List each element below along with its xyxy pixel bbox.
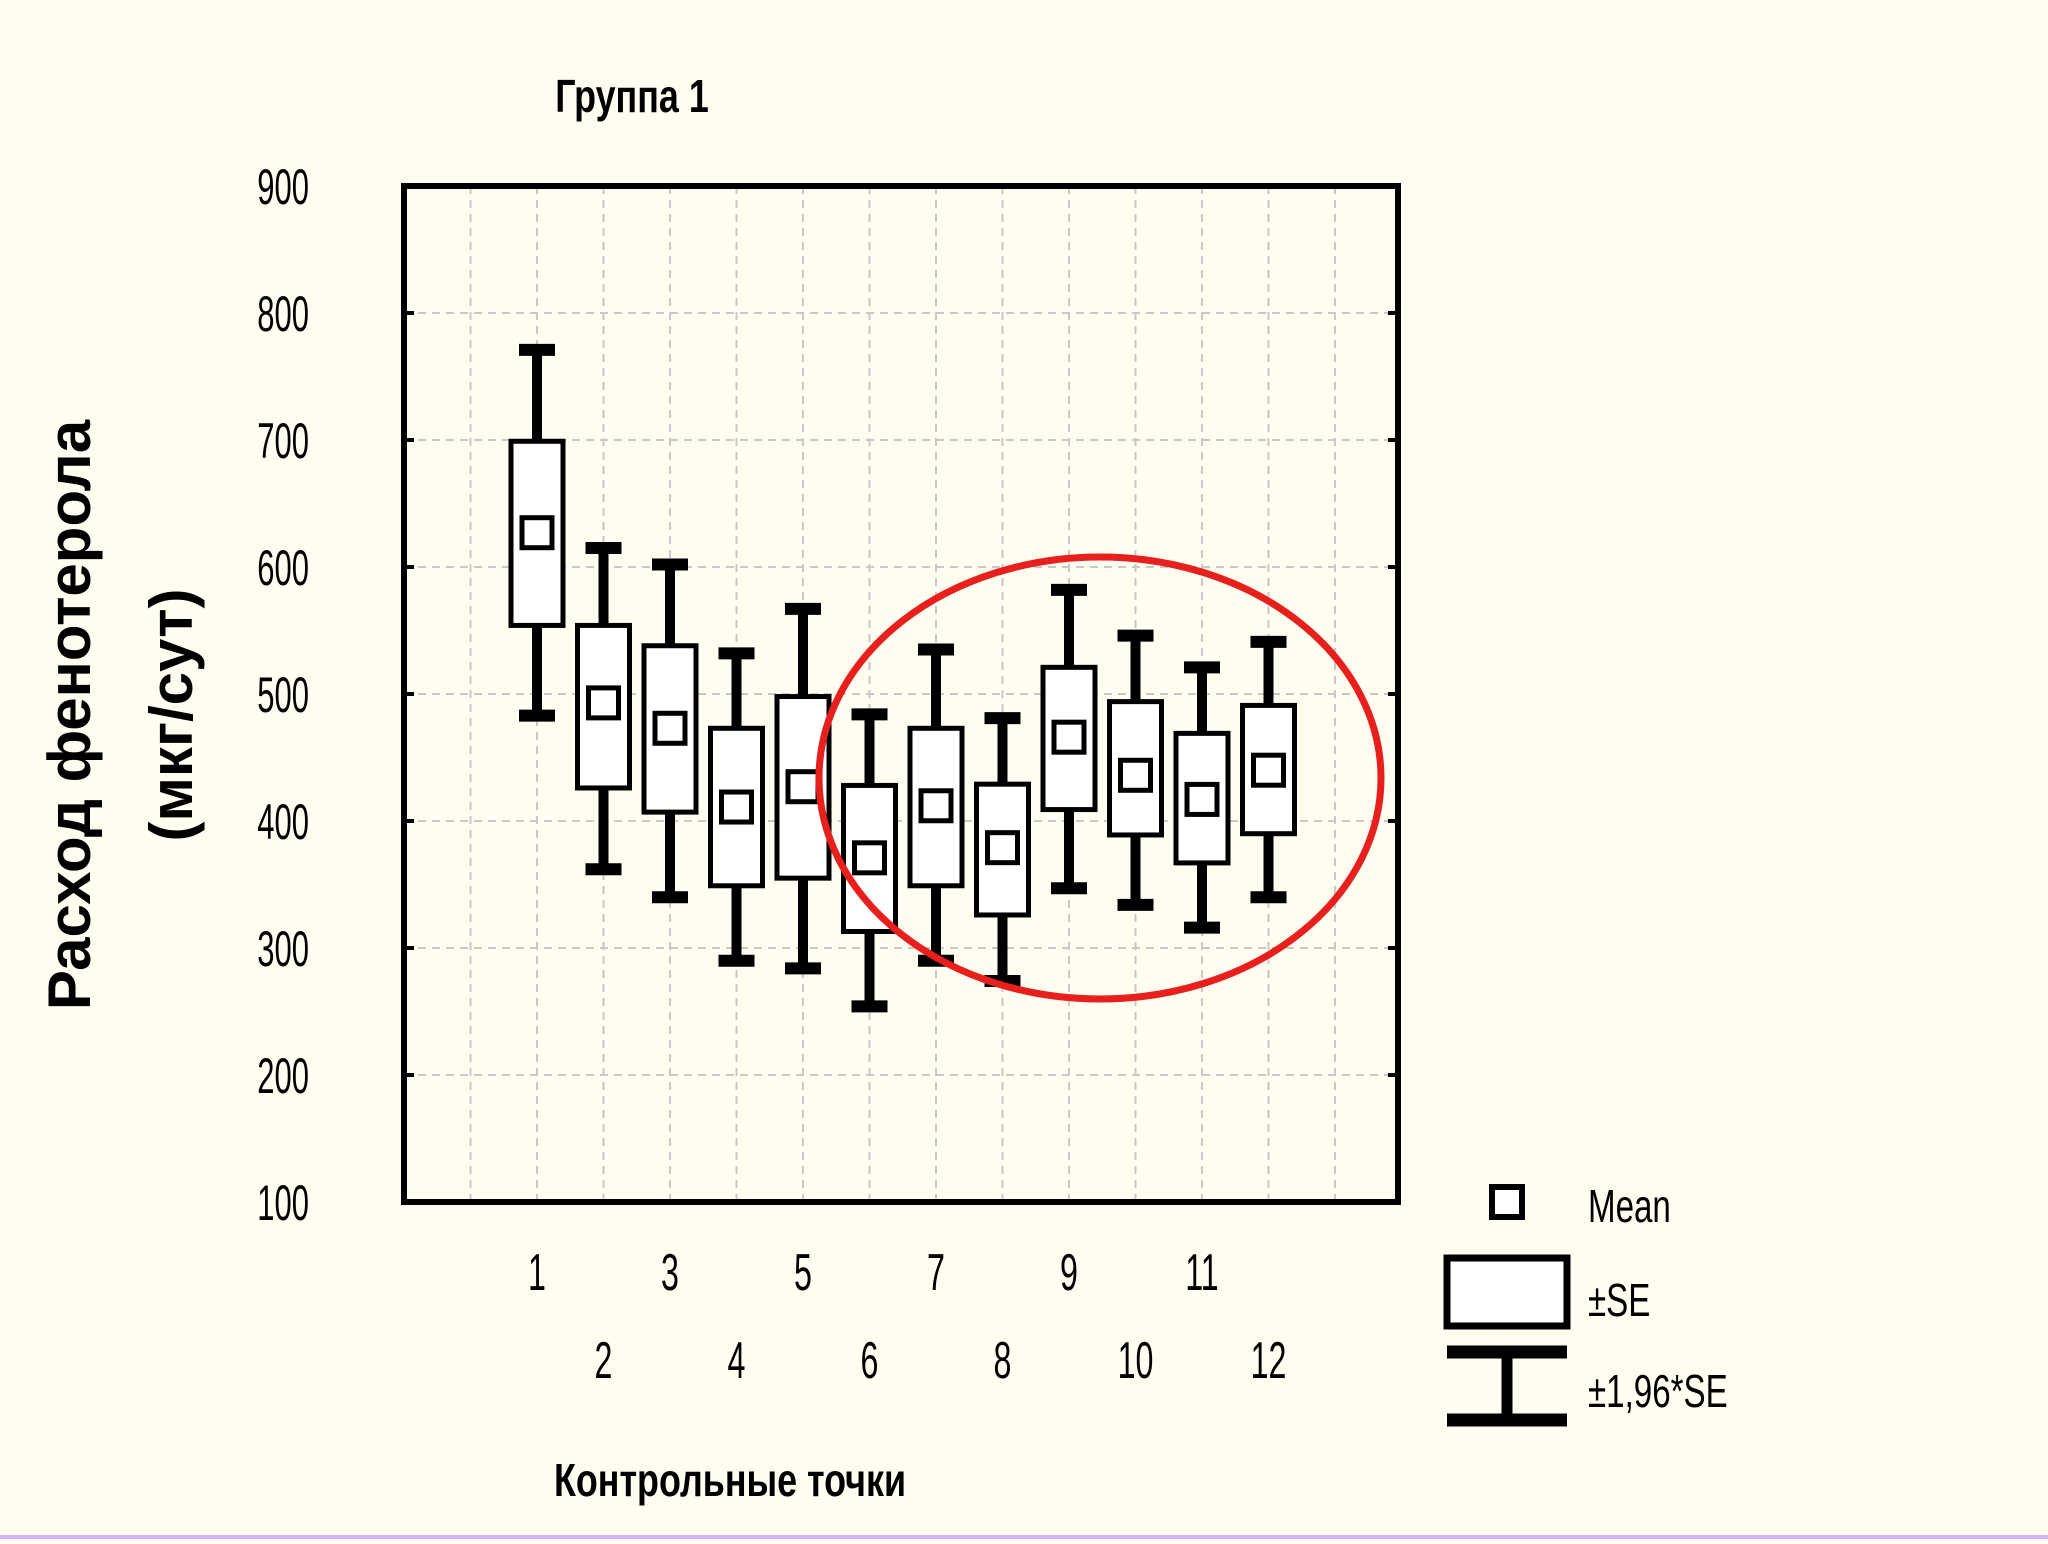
mean-marker	[586, 685, 621, 721]
legend-mean-label: Mean	[1588, 1182, 1671, 1232]
y-tick-label: 300	[257, 920, 309, 976]
mean-marker	[1184, 781, 1220, 817]
x-axis-label: Контрольные точки	[554, 1455, 906, 1506]
box-group	[1040, 583, 1098, 895]
x-tick-label: 10	[1118, 1332, 1154, 1390]
box-group	[641, 558, 699, 904]
mean-marker	[652, 710, 688, 746]
x-tick-label: 3	[661, 1244, 679, 1302]
box-group	[974, 712, 1031, 988]
x-tick-label: 9	[1060, 1244, 1078, 1302]
box-group	[1173, 661, 1231, 934]
mean-marker	[1251, 752, 1286, 788]
legend-se-label: ±SE	[1588, 1276, 1650, 1326]
y-axis-label: Расход фенотерола	[36, 419, 103, 1010]
highlight-ellipse	[815, 553, 1385, 1003]
mean-marker	[985, 830, 1020, 866]
legend-ci-symbol	[1447, 1345, 1567, 1427]
annotation-layer	[815, 553, 1385, 1003]
y-tick-label: 500	[257, 666, 309, 722]
x-tick-label: 5	[794, 1244, 812, 1302]
mean-marker	[785, 769, 821, 805]
y-axis-label-unit: (мкг/сут)	[138, 589, 205, 842]
box-group	[907, 643, 965, 967]
grid-lines	[404, 186, 1398, 1202]
y-tick-label: 800	[257, 285, 309, 341]
mean-marker	[1051, 719, 1087, 755]
legend-ci-label: ±1,96*SE	[1588, 1367, 1728, 1417]
mean-marker	[852, 840, 887, 876]
box-group	[508, 343, 566, 722]
box-series	[508, 343, 1297, 1013]
legend-se-symbol	[1443, 1254, 1571, 1330]
x-tick-label: 4	[728, 1332, 746, 1390]
x-tick-label: 8	[994, 1332, 1012, 1390]
slide-bottom-border	[0, 1535, 2048, 1539]
y-axis-ticks: 100 200 300 400 500 600 700 800 900	[257, 158, 1398, 1231]
legend: Mean ±SE ±1,96*SE	[1443, 1182, 1728, 1427]
box-group	[1107, 629, 1164, 911]
x-tick-label: 6	[861, 1332, 879, 1390]
mean-marker	[1118, 757, 1153, 793]
y-tick-label: 600	[257, 539, 309, 595]
box-group	[1240, 635, 1297, 904]
x-tick-label: 1	[528, 1244, 546, 1302]
y-tick-label: 400	[257, 793, 309, 849]
mean-marker	[918, 788, 954, 824]
chart-title: Группа 1	[555, 71, 709, 122]
y-tick-label: 100	[257, 1174, 309, 1230]
box-group	[708, 647, 765, 967]
mean-marker	[519, 515, 555, 551]
y-tick-label: 900	[257, 158, 309, 214]
legend-mean-symbol	[1489, 1184, 1525, 1220]
box-group	[575, 541, 632, 876]
x-tick-label: 12	[1251, 1332, 1287, 1390]
mean-marker	[719, 789, 754, 825]
box-group	[841, 708, 898, 1013]
x-tick-label: 11	[1185, 1244, 1218, 1302]
y-tick-label: 200	[257, 1047, 309, 1103]
x-tick-label: 7	[927, 1244, 945, 1302]
y-tick-label: 700	[257, 412, 309, 468]
x-tick-label: 2	[595, 1332, 613, 1390]
